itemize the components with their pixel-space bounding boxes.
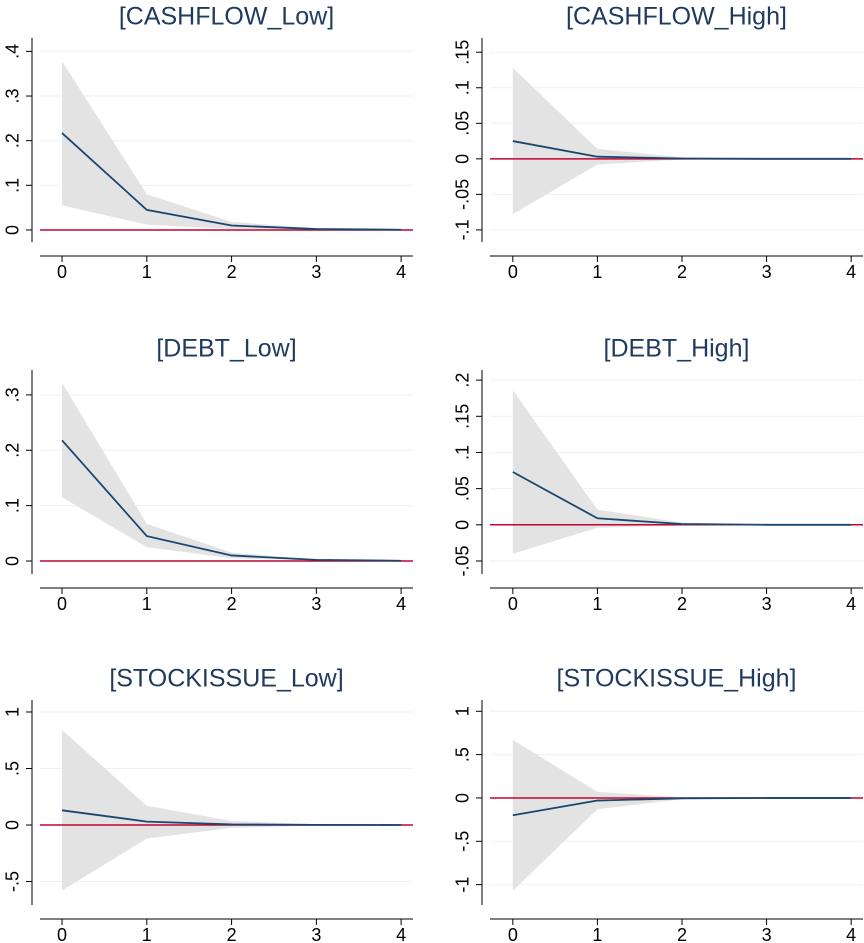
confidence-band — [512, 390, 852, 554]
y-tick-label: .2 — [3, 133, 23, 148]
x-tick-label: 3 — [311, 594, 321, 614]
x-tick-label: 0 — [57, 262, 67, 282]
y-tick-label: -.05 — [453, 545, 473, 576]
y-tick-label: 0 — [3, 225, 23, 235]
x-tick-label: 2 — [227, 594, 237, 614]
y-tick-label: .5 — [3, 761, 23, 776]
x-tick-label: 0 — [508, 925, 518, 943]
irf-line — [512, 797, 852, 817]
y-tick-label: .05 — [453, 476, 473, 501]
x-tick-label: 4 — [396, 925, 406, 943]
y-tick-label: -.5 — [453, 831, 473, 852]
panel-title: [STOCKISSUE_High] — [557, 665, 797, 693]
confidence-band — [512, 739, 852, 891]
x-tick-label: 4 — [846, 594, 856, 614]
y-tick-label: 1 — [453, 706, 473, 716]
y-tick-label: .4 — [3, 44, 23, 59]
y-tick-label: -1 — [453, 877, 473, 893]
x-tick-label: 2 — [677, 262, 687, 282]
y-tick-label: 0 — [3, 556, 23, 566]
x-tick-label: 0 — [508, 262, 518, 282]
x-tick-label: 1 — [592, 262, 602, 282]
irf-line — [61, 809, 402, 826]
x-tick-label: 3 — [762, 925, 772, 943]
irf-line — [61, 132, 402, 231]
y-tick-label: 1 — [3, 707, 23, 717]
x-tick-label: 0 — [508, 594, 518, 614]
x-tick-label: 4 — [846, 925, 856, 943]
x-tick-label: 0 — [57, 925, 67, 943]
x-tick-label: 1 — [142, 925, 152, 943]
y-tick-label: .5 — [453, 747, 473, 762]
x-tick-label: 4 — [846, 262, 856, 282]
x-tick-label: 4 — [396, 594, 406, 614]
panel-title: [STOCKISSUE_Low] — [109, 665, 343, 693]
confidence-band — [512, 67, 852, 215]
x-tick-label: 1 — [592, 594, 602, 614]
x-tick-label: 1 — [142, 594, 152, 614]
panel-title: [CASHFLOW_High] — [566, 3, 787, 31]
y-tick-label: 0 — [3, 820, 23, 830]
irf-line — [61, 439, 402, 562]
panel-title: [DEBT_Low] — [156, 335, 296, 363]
y-tick-label: 0 — [453, 154, 473, 164]
confidence-band — [62, 61, 402, 230]
y-tick-label: .1 — [453, 445, 473, 460]
confidence-band — [62, 730, 402, 891]
y-tick-label: .05 — [453, 111, 473, 136]
y-tick-label: .1 — [3, 498, 23, 513]
x-tick-label: 2 — [227, 262, 237, 282]
x-tick-label: 0 — [57, 594, 67, 614]
y-tick-label: .15 — [453, 40, 473, 65]
panel-title: [DEBT_High] — [604, 335, 750, 363]
x-tick-label: 1 — [142, 262, 152, 282]
y-tick-label: 0 — [453, 520, 473, 530]
x-tick-label: 4 — [396, 262, 406, 282]
y-tick-label: .1 — [3, 178, 23, 193]
y-tick-label: -.1 — [453, 219, 473, 240]
y-tick-label: .15 — [453, 404, 473, 429]
x-tick-label: 2 — [677, 594, 687, 614]
x-tick-label: 3 — [762, 262, 772, 282]
y-tick-label: -.05 — [453, 179, 473, 210]
panel-title: [CASHFLOW_Low] — [119, 3, 334, 31]
y-tick-label: .3 — [3, 387, 23, 402]
y-tick-label: 0 — [453, 793, 473, 803]
x-tick-label: 2 — [227, 925, 237, 943]
x-tick-label: 3 — [311, 925, 321, 943]
confidence-band — [62, 382, 402, 561]
y-tick-label: .2 — [3, 443, 23, 458]
y-tick-label: .2 — [453, 373, 473, 388]
irf-line — [512, 471, 852, 526]
x-tick-label: 3 — [762, 594, 772, 614]
x-tick-label: 1 — [592, 925, 602, 943]
x-tick-label: 2 — [677, 925, 687, 943]
irf-line — [512, 140, 852, 160]
x-tick-label: 3 — [311, 262, 321, 282]
y-tick-label: .1 — [453, 80, 473, 95]
y-tick-label: -.5 — [3, 871, 23, 892]
y-tick-label: .3 — [3, 89, 23, 104]
